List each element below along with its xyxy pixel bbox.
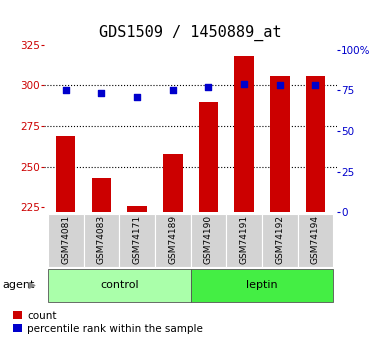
Bar <box>262 214 298 267</box>
Bar <box>119 214 155 267</box>
Legend: count, percentile rank within the sample: count, percentile rank within the sample <box>13 310 203 334</box>
Bar <box>48 214 84 267</box>
Bar <box>234 56 254 212</box>
Bar <box>306 76 325 212</box>
Text: GSM74171: GSM74171 <box>132 215 142 264</box>
Bar <box>84 214 119 267</box>
Point <box>63 87 69 93</box>
Bar <box>155 214 191 267</box>
Point <box>241 81 247 87</box>
Bar <box>56 136 75 212</box>
Point <box>134 94 140 99</box>
Text: GSM74192: GSM74192 <box>275 215 284 264</box>
Bar <box>48 269 191 302</box>
Text: GSM74083: GSM74083 <box>97 215 106 264</box>
Point <box>205 84 211 90</box>
Point <box>98 91 104 96</box>
Text: GSM74190: GSM74190 <box>204 215 213 264</box>
Bar <box>226 214 262 267</box>
Point <box>277 82 283 88</box>
Title: GDS1509 / 1450889_at: GDS1509 / 1450889_at <box>99 25 282 41</box>
Bar <box>270 76 290 212</box>
Text: GSM74191: GSM74191 <box>239 215 249 264</box>
Text: control: control <box>100 280 139 290</box>
Text: GSM74194: GSM74194 <box>311 215 320 264</box>
Bar <box>163 154 182 212</box>
Point <box>170 87 176 93</box>
Point <box>312 82 318 88</box>
Bar <box>92 178 111 212</box>
Bar <box>127 206 147 212</box>
Bar <box>199 101 218 212</box>
Text: leptin: leptin <box>246 280 278 290</box>
Text: agent: agent <box>2 280 35 290</box>
Bar <box>191 214 226 267</box>
Text: GSM74189: GSM74189 <box>168 215 177 264</box>
Text: GSM74081: GSM74081 <box>61 215 70 264</box>
Bar <box>298 214 333 267</box>
Bar <box>191 269 333 302</box>
